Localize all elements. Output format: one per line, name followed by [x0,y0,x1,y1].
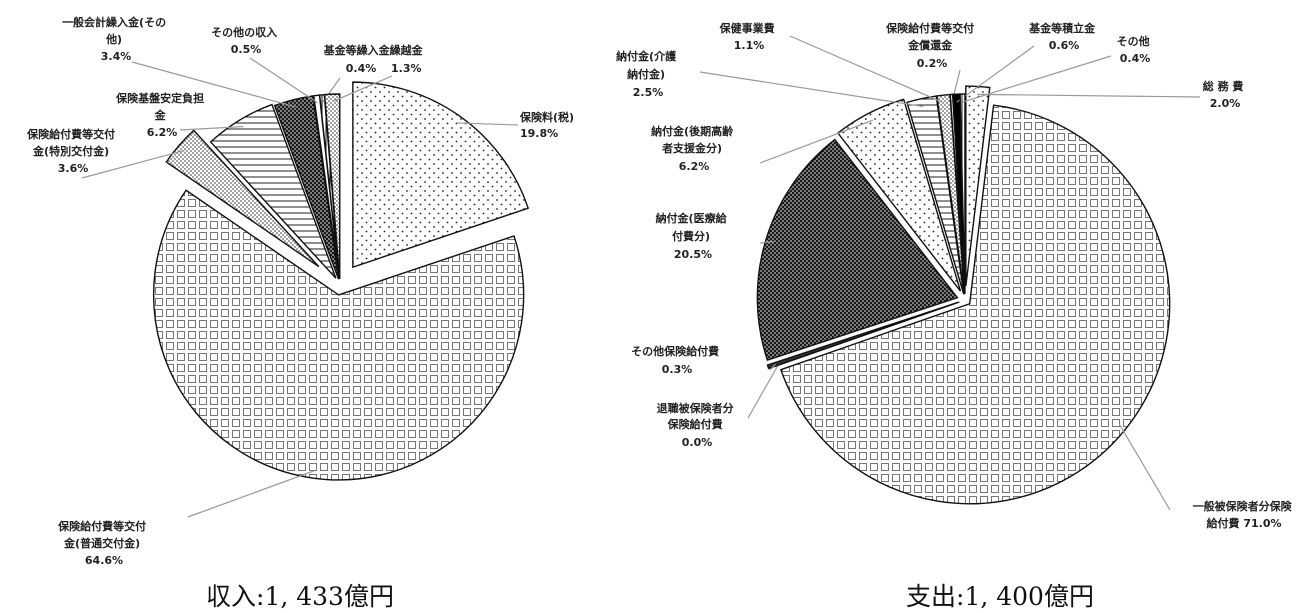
label-futsu-kofukin: 保険給付費等交付 金(普通交付金) 64.6% [57,519,150,567]
label-kiban-antei: 保険基盤安定負担 金 6.2% [115,91,208,139]
pie-slice [756,138,959,362]
label-somuhi: 総 務 費 2.0% [1203,79,1248,110]
label-tokubetsu-kofukin: 保険給付費等交付 金(特別交付金) 3.6% [26,127,119,175]
leader-line [81,149,185,179]
label-hokenryo: 保険料(税) 19.8% [519,110,578,140]
leader-line [962,55,1112,103]
leader-line [179,125,244,131]
label-nofukin-iryo: 納付金(医療給 付費分) 20.5% [656,211,731,261]
leader-line [249,57,318,104]
pie-slice [352,81,530,269]
income-labels: 保険料(税) 19.8% 保険給付費等交付 金(普通交付金) 64.6% 保険給… [26,15,578,611]
label-nofukin-kaigo: 納付金(介護 納付金) 2.5% [616,49,680,99]
leader-line [1118,423,1171,511]
label-hoken-jigyo: 保健事業費 1.1% [719,21,779,52]
expense-pie [699,35,1201,511]
leader-line [769,363,777,371]
income-caption: 収入:1, 433億円 [206,582,394,611]
pie-slice [766,301,958,370]
pie-slice [273,95,340,280]
label-taishoku-hihokensha: 退職被保険者分 保険給付費 0.0% [657,401,738,449]
label-sonota-hoken-kyufu: その他保険給付費 0.3% [631,344,723,376]
leader-line [759,240,774,244]
income-pie [81,57,530,518]
leader-line [747,364,779,419]
label-kikin-kurikoshi: 基金等繰入金繰越金 0.4% [323,43,427,75]
leader-line [789,35,945,104]
pie-slice [209,103,337,279]
leader-line [977,93,1201,98]
expense-labels: 総 務 費 2.0% 一般被保険者分保険 給付費 71.0% 退職被保険者分 保… [616,21,1296,611]
label-shokankin: 保険給付費等交付 金償還金 0.2% [885,21,978,70]
pie-slice [959,93,966,295]
label-sonota-shunyu: その他の収入 0.5% [211,25,281,56]
leader-line [332,75,393,103]
expense-caption: 支出:1, 400億円 [906,582,1094,611]
label-ippan-kaikei: 一般会計繰入金(その 他) 3.4% [62,15,170,63]
pie-slice [152,189,525,481]
label-sonota: その他 0.4% [1117,34,1154,65]
label-ippan-hihokensha: 一般被保険者分保険 給付費 71.0% [1193,499,1296,530]
label-1-3: 1.3% [391,62,422,75]
pie-slice [165,129,320,268]
leader-line [187,470,315,518]
leader-line [131,61,296,108]
pie-slice [779,104,1171,505]
label-kikin-tsumitate: 基金等積立金 0.6% [1028,21,1099,52]
leader-line [456,122,519,126]
label-nofukin-koki: 納付金(後期高齢 者支援金分) 6.2% [651,124,737,173]
pie-slice [323,93,341,280]
leader-line [699,71,924,108]
leader-line [956,45,1035,103]
leader-line [759,119,874,164]
